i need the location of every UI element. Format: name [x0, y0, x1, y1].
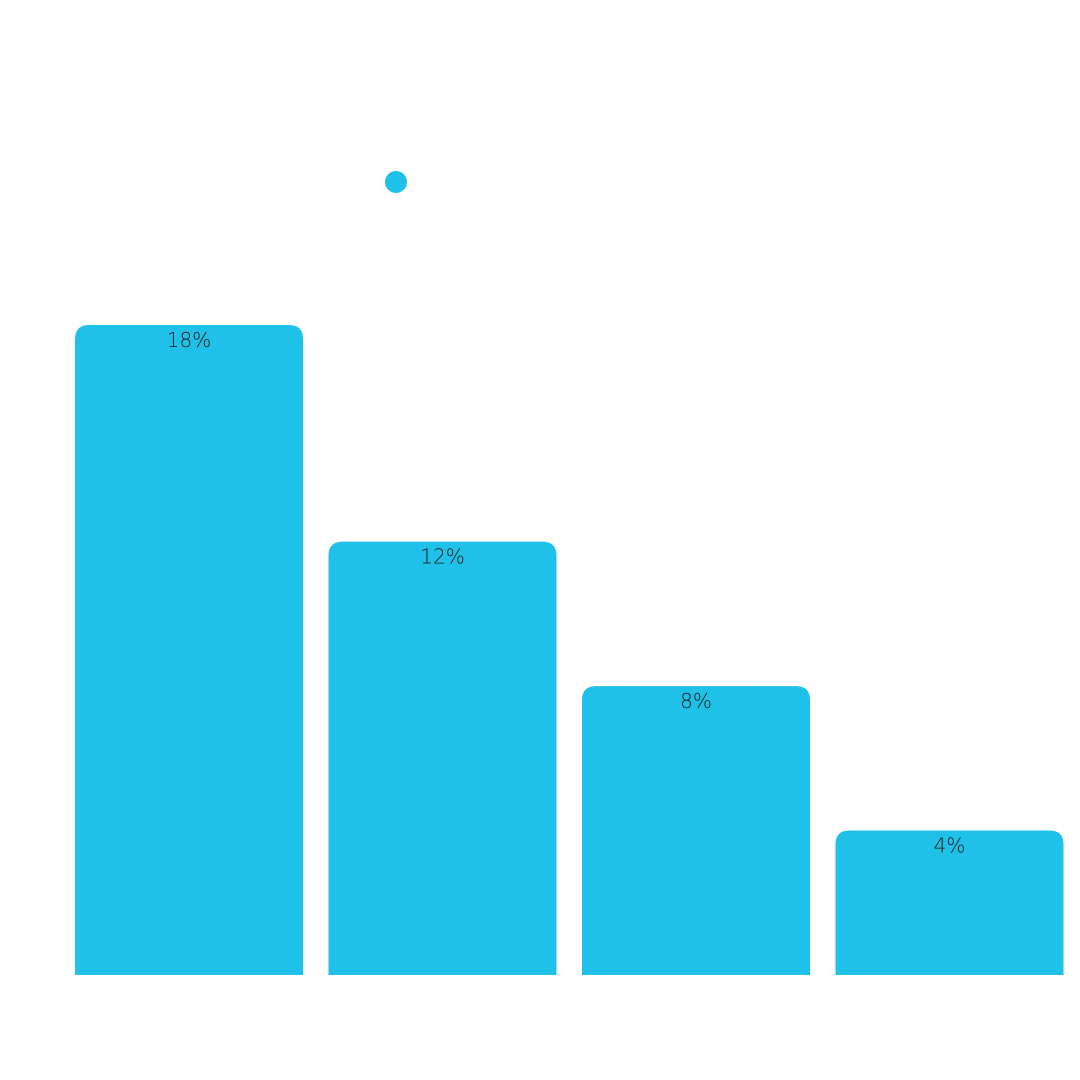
bar-value-label-1: 18%	[167, 328, 211, 352]
legend-marker-icon	[385, 171, 407, 193]
bar-2	[328, 541, 557, 975]
bar-value-label-4: 4%	[934, 834, 966, 858]
bar-1	[75, 325, 303, 975]
value-label-group: 18% 12% 8% 4%	[167, 328, 966, 858]
bar-3	[582, 686, 810, 975]
chart-legend	[385, 171, 407, 193]
bar-value-label-3: 8%	[680, 689, 712, 713]
bar-4	[835, 830, 1064, 975]
bar-group	[75, 325, 1064, 975]
bar-value-label-2: 12%	[420, 545, 464, 569]
